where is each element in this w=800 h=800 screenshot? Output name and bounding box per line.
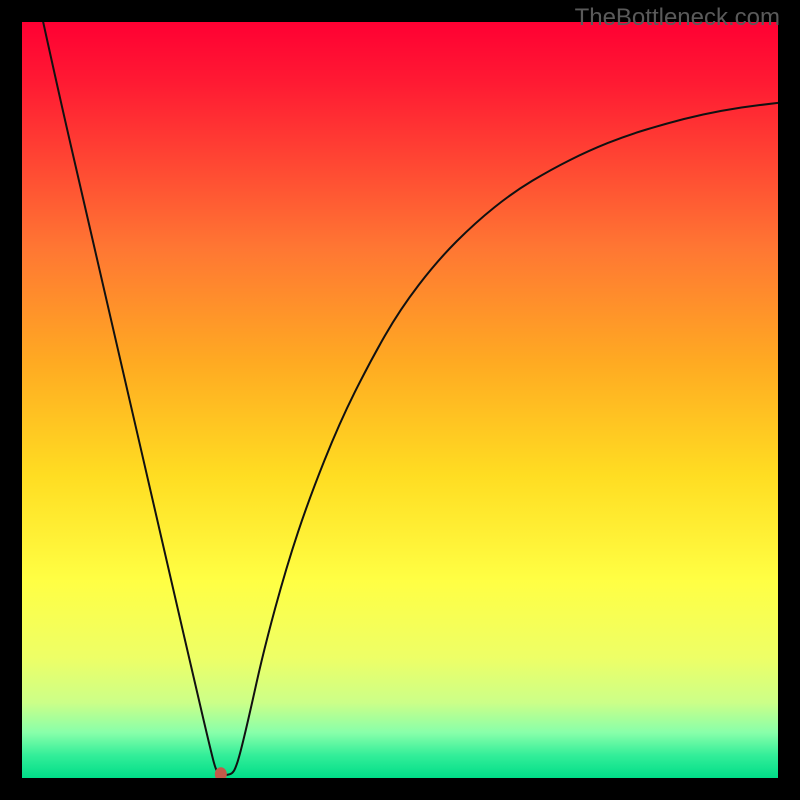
bottleneck-chart [22,22,778,778]
chart-background [22,22,778,778]
watermark-text: TheBottleneck.com [575,4,780,32]
